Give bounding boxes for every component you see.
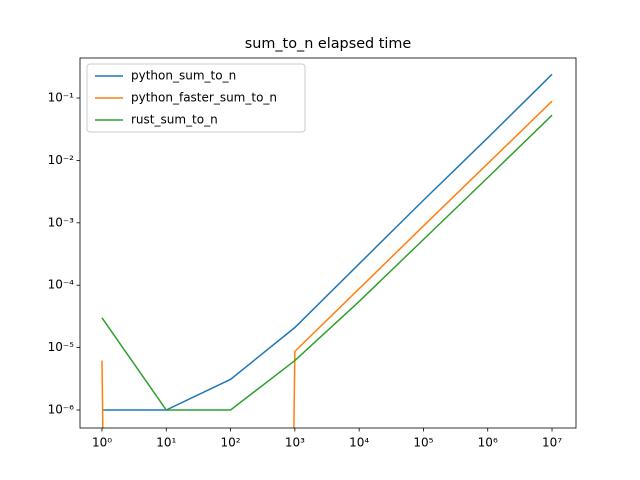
axes-frame — [79, 57, 577, 429]
y-tick-label: 10⁻⁶ — [48, 403, 75, 417]
x-tick-label: 10¹ — [156, 436, 176, 450]
y-tick-label: 10⁻⁴ — [48, 278, 75, 292]
x-tick-label: 10⁶ — [478, 436, 498, 450]
y-tick-label: 10⁻³ — [48, 215, 75, 229]
x-tick-label: 10⁵ — [413, 436, 433, 450]
series-line — [101, 114, 553, 411]
chart-title: sum_to_n elapsed time — [245, 36, 412, 52]
legend-label: python_faster_sum_to_n — [131, 91, 277, 105]
series-line — [101, 100, 553, 428]
legend-box — [86, 63, 306, 133]
legend-label: python_sum_to_n — [131, 69, 236, 83]
x-tick-label: 10² — [221, 436, 241, 450]
legend-label: rust_sum_to_n — [131, 113, 218, 127]
series-line — [101, 73, 553, 411]
x-tick-label: 10⁷ — [542, 436, 562, 450]
plot-area — [101, 73, 553, 428]
x-tick-label: 10³ — [285, 436, 305, 450]
x-tick-label: 10⁰ — [92, 436, 112, 450]
x-tick-label: 10⁴ — [349, 436, 369, 450]
y-tick-label: 10⁻¹ — [48, 91, 75, 105]
y-tick-label: 10⁻² — [48, 153, 75, 167]
y-tick-label: 10⁻⁵ — [48, 340, 75, 354]
